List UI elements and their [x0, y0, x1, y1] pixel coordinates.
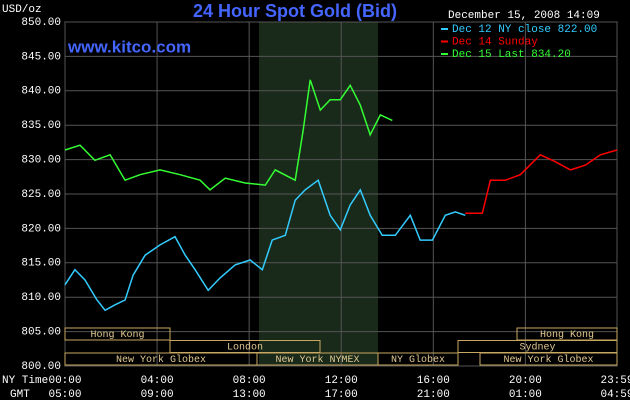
session-label: Hong Kong	[540, 330, 594, 341]
unit-label: USD/oz	[2, 4, 42, 16]
x-tick-label: 20:00	[509, 375, 542, 387]
session-box	[479, 352, 618, 366]
series-line	[64, 79, 393, 191]
legend-label: Dec 12 NY close 822.00	[452, 24, 597, 36]
x2-tick-label: 13:00	[233, 389, 266, 400]
x2-tick-label: 05:00	[48, 389, 81, 400]
x-tick-label: 00:00	[48, 375, 81, 387]
x-tick-label: 04:00	[141, 375, 174, 387]
x2-tick-label: 09:00	[141, 389, 174, 400]
y-tick-label: 850.00	[21, 17, 61, 29]
legend-label: Dec 14 Sunday	[452, 36, 538, 48]
session-label: Hong Kong	[90, 330, 144, 341]
session-label: New York NYMEX	[275, 354, 359, 366]
session-label: Sydney	[519, 342, 555, 354]
timestamp: December 15, 2008 14:09	[448, 10, 600, 22]
y-tick-label: 810.00	[21, 292, 61, 304]
y-tick-label: 825.00	[21, 189, 61, 201]
y-tick-label: 835.00	[21, 120, 61, 132]
chart-title: 24 Hour Spot Gold (Bid)	[193, 1, 397, 21]
x2-tick-label: 01:00	[509, 389, 542, 400]
legend-label: Dec 15 Last 834.20	[452, 49, 571, 61]
session-label: New York Globex	[503, 354, 593, 366]
y-tick-label: 840.00	[21, 86, 61, 98]
x2-tick-label: 04:59	[600, 389, 630, 400]
y-tick-label: 805.00	[21, 327, 61, 339]
session-box	[377, 352, 459, 366]
y-tick-label: 820.00	[21, 223, 61, 235]
site-label: www.kitco.com	[67, 37, 191, 56]
session-box	[64, 327, 171, 341]
x2-tick-label: 21:00	[417, 389, 450, 400]
x-tick-label: 16:00	[417, 375, 450, 387]
y-tick-label: 830.00	[21, 155, 61, 167]
x2-tick-label: 17:00	[325, 389, 358, 400]
x-tick-label: 08:00	[233, 375, 266, 387]
session-label: New York Globex	[116, 354, 206, 366]
series-line	[64, 178, 466, 312]
y-tick-label: 800.00	[21, 361, 61, 373]
x2-axis-label: GMT	[10, 389, 30, 400]
session-label: London	[227, 342, 263, 354]
y-tick-label: 815.00	[21, 258, 61, 270]
session-box	[516, 327, 618, 341]
x-axis-label: NY Time	[2, 375, 48, 387]
series-line	[465, 149, 618, 215]
x-tick-label: 12:00	[325, 375, 358, 387]
y-tick-label: 845.00	[21, 51, 61, 63]
x-tick-label: 23:59	[600, 375, 630, 387]
session-label: NY Globex	[391, 354, 445, 366]
